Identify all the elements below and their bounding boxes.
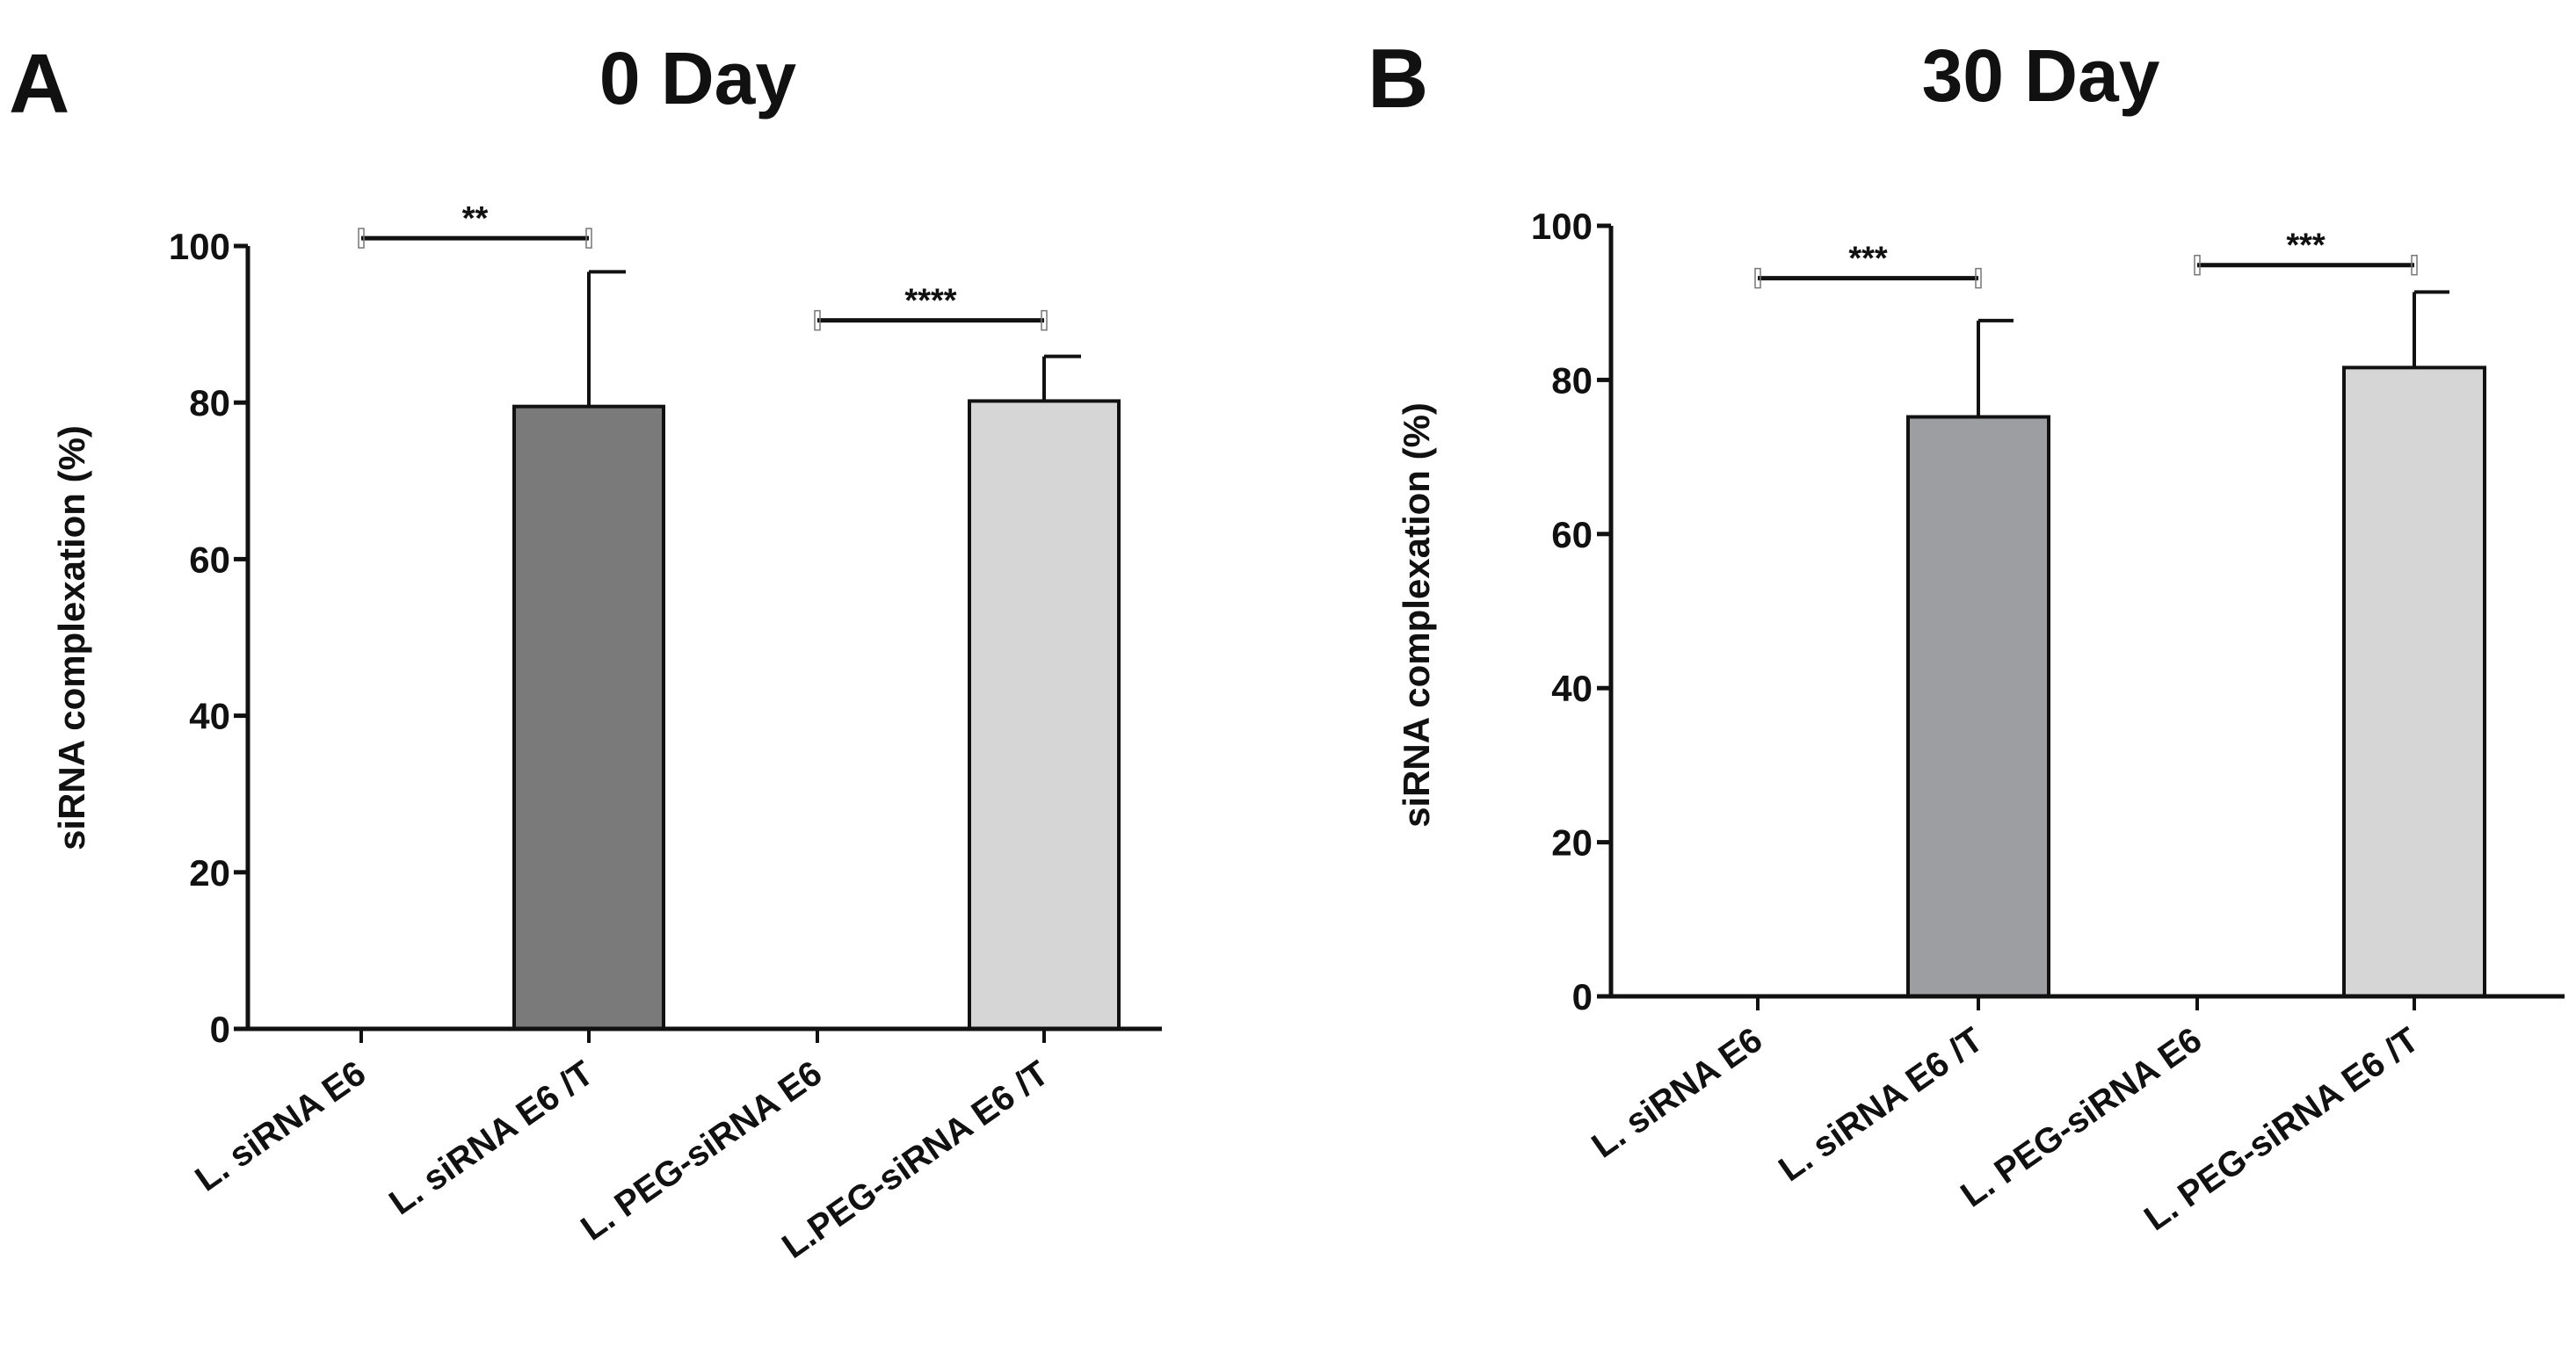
panel-b-letter: B: [1368, 32, 1428, 126]
y-tick-label-a-20: 20: [189, 852, 230, 894]
significance-label-b-1: ***: [1848, 241, 1888, 278]
y-tick-label-b-0: 0: [1572, 976, 1593, 1017]
significance-end-right-b-2: [2411, 254, 2418, 276]
bar-b-2: [1906, 415, 2050, 999]
y-axis-label-b: siRNA complexation (%): [1396, 402, 1437, 828]
bar-b-4: [2342, 366, 2486, 999]
significance-end-right-a-1: [585, 228, 592, 249]
category-label-a-3: L. PEG-siRNA E6: [574, 1053, 829, 1248]
y-tick-label-b-80: 80: [1551, 359, 1593, 401]
y-tick-label-b-20: 20: [1551, 822, 1593, 864]
y-tick-label-b-40: 40: [1551, 668, 1593, 709]
significance-end-right-a-2: [1041, 309, 1048, 331]
significance-label-a-1: **: [462, 200, 489, 237]
y-axis-label-a: siRNA complexation (%): [51, 425, 92, 850]
significance-end-left-b-2: [2194, 254, 2201, 276]
panel-a-letter: A: [9, 37, 69, 131]
significance-label-a-2: ****: [904, 283, 956, 320]
category-label-a-2: L. siRNA E6 /T: [382, 1053, 600, 1222]
significance-end-left-a-1: [358, 228, 365, 249]
significance-end-left-a-2: [814, 309, 821, 331]
y-tick-label-b-60: 60: [1551, 514, 1593, 555]
y-tick-label-a-40: 40: [189, 696, 230, 737]
y-tick-label-a-0: 0: [210, 1009, 230, 1050]
y-tick-label-a-60: 60: [189, 539, 230, 580]
category-label-b-1: L. siRNA E6: [1585, 1020, 1769, 1165]
bar-a-2: [512, 404, 665, 1031]
panel-a: A 0 Day 0 20 40 60 80 100 L. siRNA E6 L. siRNA …: [9, 37, 1162, 1266]
significance-end-right-b-1: [1975, 267, 1982, 289]
panel-b-title: 30 Day: [1922, 34, 2160, 117]
significance-end-left-b-1: [1754, 267, 1761, 289]
bar-a-4: [968, 399, 1121, 1031]
category-label-a-1: L. siRNA E6: [188, 1053, 373, 1198]
y-tick-label-a-100: 100: [169, 226, 230, 267]
significance-label-b-2: ***: [2286, 228, 2326, 264]
panel-a-plot: 0 20 40 60 80 100 L. siRNA E6 L. siRNA E6 /TL. …: [51, 200, 1162, 1266]
category-label-b-2: L. siRNA E6 /T: [1772, 1020, 1990, 1189]
panel-a-title: 0 Day: [599, 37, 796, 119]
y-tick-label-b-100: 100: [1531, 206, 1593, 247]
y-tick-label-a-80: 80: [189, 382, 230, 423]
panel-b: B 30 Day 0 20 40 60 80 100 L. siRNA E6 L. siRNA…: [1368, 32, 2565, 1238]
